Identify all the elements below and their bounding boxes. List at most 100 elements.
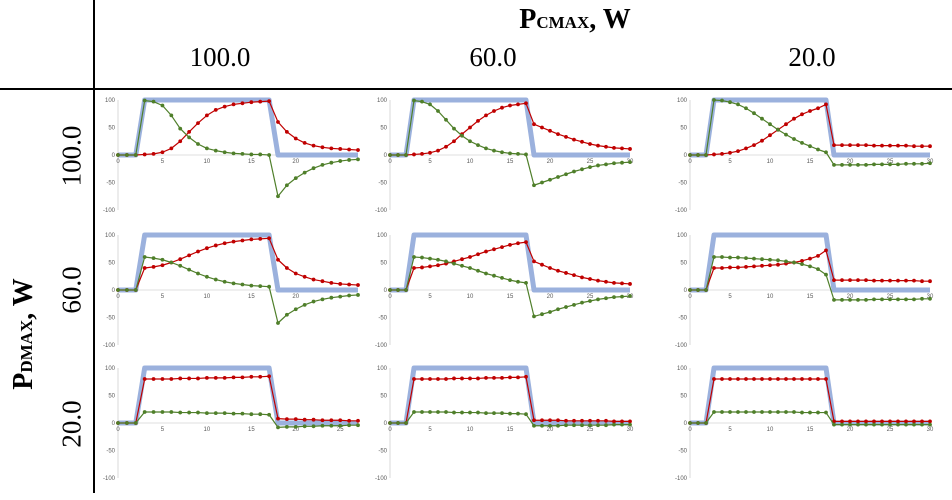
- data-point-red: [187, 253, 192, 258]
- data-point-green: [904, 297, 908, 302]
- data-point-green: [768, 257, 772, 262]
- data-point-red: [800, 112, 804, 117]
- y-tick-label: -50: [106, 449, 115, 455]
- data-point-green: [572, 169, 576, 174]
- data-point-green: [808, 410, 812, 415]
- data-point-green: [832, 163, 836, 167]
- y-tick-label: 100: [677, 98, 688, 104]
- data-point-green: [468, 410, 472, 415]
- data-point-green: [302, 424, 307, 429]
- data-point-green: [720, 410, 724, 414]
- data-point-red: [840, 419, 844, 424]
- data-point-green: [151, 410, 156, 414]
- data-point-red: [564, 271, 568, 275]
- data-point-red: [476, 252, 480, 257]
- x-tick-label: 10: [467, 294, 474, 300]
- data-point-green: [728, 100, 732, 105]
- data-point-green: [904, 422, 908, 427]
- data-point-green: [428, 102, 432, 107]
- y-tick-label: -50: [106, 316, 115, 322]
- data-point-red: [338, 418, 343, 423]
- data-point-green: [688, 153, 692, 157]
- data-point-green: [284, 312, 289, 317]
- series-line-blue: [690, 365, 930, 426]
- data-point-red: [768, 133, 772, 138]
- x-tick-label: 10: [204, 294, 211, 300]
- y-tick-label: -100: [375, 343, 388, 349]
- data-point-green: [196, 410, 200, 415]
- data-point-green: [840, 298, 844, 302]
- data-point-green: [267, 153, 272, 157]
- data-point-red: [912, 278, 916, 283]
- series-line-blue: [118, 365, 358, 426]
- data-point-red: [240, 238, 245, 243]
- data-point-red: [240, 101, 245, 106]
- data-point-red: [904, 143, 908, 148]
- data-point-green: [508, 151, 512, 156]
- x-tick-label: 30: [927, 427, 934, 433]
- data-point-red: [444, 144, 448, 149]
- data-point-red: [500, 376, 504, 380]
- data-point-red: [356, 418, 360, 423]
- data-point-green: [880, 162, 884, 167]
- data-point-red: [620, 419, 624, 424]
- y-tick-label: 0: [684, 153, 688, 159]
- data-point-red: [776, 377, 780, 381]
- data-point-red: [792, 377, 796, 381]
- data-point-red: [824, 248, 828, 253]
- data-point-red: [160, 263, 165, 268]
- data-point-red: [508, 375, 512, 380]
- data-point-green: [768, 122, 772, 127]
- data-point-green: [436, 410, 440, 414]
- series-line-red: [118, 100, 359, 156]
- data-point-green: [776, 127, 780, 132]
- data-point-green: [920, 161, 924, 166]
- data-point-green: [396, 288, 400, 292]
- y-tick-label: 100: [677, 366, 688, 372]
- data-point-green: [604, 423, 608, 428]
- data-point-green: [204, 146, 209, 151]
- data-point-green: [832, 422, 836, 427]
- data-point-green: [267, 412, 272, 417]
- data-point-green: [816, 267, 820, 271]
- data-point-red: [169, 146, 174, 151]
- data-point-green: [116, 288, 120, 292]
- data-point-red: [524, 374, 528, 379]
- data-point-red: [880, 278, 884, 283]
- data-point-green: [452, 410, 456, 415]
- data-point-green: [142, 410, 147, 414]
- data-point-red: [596, 278, 600, 283]
- data-point-red: [516, 102, 520, 107]
- data-point-red: [420, 265, 424, 270]
- data-point-green: [540, 312, 544, 317]
- data-point-green: [792, 137, 796, 141]
- data-point-green: [704, 288, 708, 292]
- data-point-red: [880, 419, 884, 424]
- data-point-green: [338, 423, 343, 428]
- data-point-green: [178, 126, 183, 131]
- data-point-green: [896, 422, 900, 427]
- data-point-red: [832, 143, 836, 147]
- data-point-green: [612, 295, 616, 300]
- data-point-red: [628, 282, 632, 286]
- data-point-green: [284, 183, 289, 188]
- data-point-red: [832, 278, 836, 282]
- data-point-green: [848, 163, 852, 167]
- data-point-red: [428, 377, 432, 381]
- data-point-green: [428, 256, 432, 261]
- y-tick-label: -50: [678, 449, 687, 455]
- data-point-green: [240, 282, 245, 287]
- data-point-green: [864, 163, 868, 167]
- data-point-red: [736, 377, 740, 381]
- series-line-red: [390, 376, 630, 424]
- data-point-red: [920, 419, 924, 424]
- data-point-green: [240, 411, 245, 416]
- data-point-red: [744, 146, 748, 151]
- x-tick-label: 15: [807, 427, 814, 433]
- data-point-green: [396, 421, 400, 425]
- data-point-red: [516, 241, 520, 246]
- data-point-red: [540, 262, 544, 267]
- data-point-green: [920, 296, 924, 301]
- y-tick-label: -100: [675, 476, 688, 482]
